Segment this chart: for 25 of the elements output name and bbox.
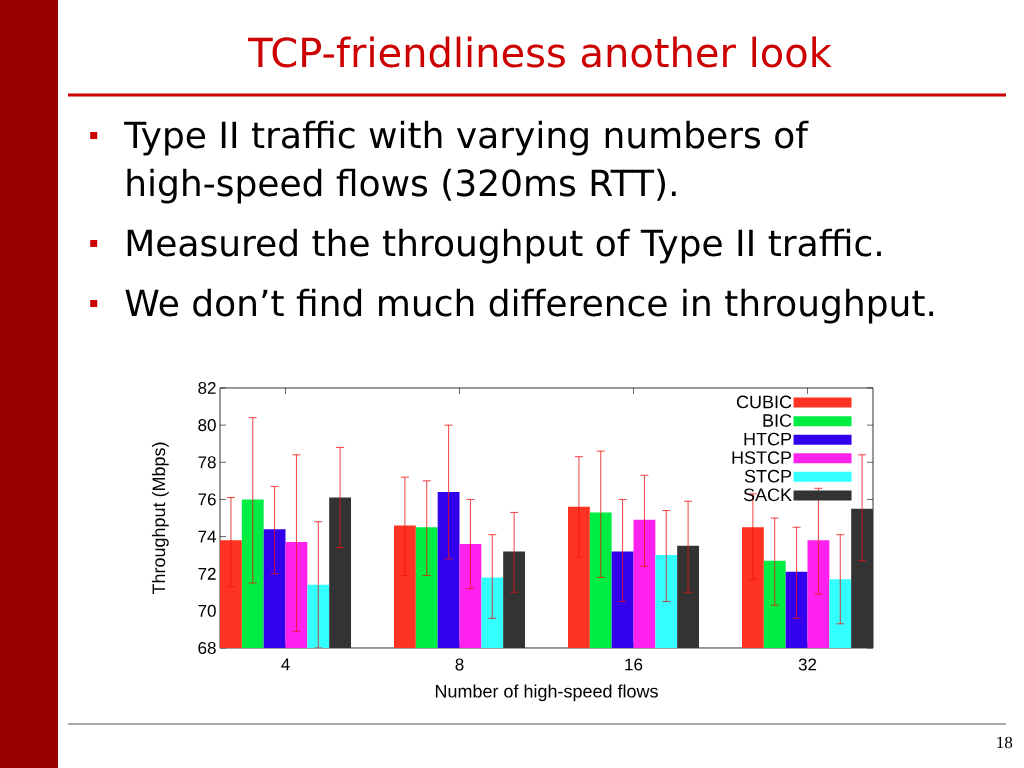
y-tick-label: 70 — [198, 604, 216, 617]
y-tick-label: 74 — [198, 530, 216, 543]
text: We don’t find much difference in throughput. — [125, 288, 934, 324]
y-tick-label: 82 — [198, 381, 216, 395]
text: Measured the throughput of Type II traffic. — [127, 228, 881, 264]
chart-title: TCP-friendliness another look — [248, 36, 832, 68]
y-tick-label: 78 — [198, 456, 216, 469]
legend-label: SACK — [743, 488, 792, 502]
y-tick-label: 80 — [198, 419, 216, 432]
legend-label: CUBIC — [736, 395, 792, 409]
x-tick-label: 32 — [798, 658, 817, 671]
x-tick-label: 8 — [455, 658, 464, 671]
legend-label: HTCP — [744, 432, 792, 446]
x-tick-label: 16 — [625, 658, 643, 671]
legend-label: BIC — [763, 414, 792, 427]
x-tick-label: 4 — [281, 658, 290, 671]
y-tick-label: 72 — [198, 567, 216, 580]
y-axis-title: Throughput (Mbps) — [151, 442, 169, 595]
y-tick-label: 68 — [198, 641, 216, 655]
text: Type II traffic with varying numbers of high-speed flows (320ms RTT). — [124, 120, 809, 204]
text: 18 — [997, 736, 1013, 749]
legend-label: STCP — [744, 469, 792, 483]
x-axis-title: Number of high-speed flows — [435, 684, 658, 702]
legend-label: HSTCP — [732, 451, 792, 464]
y-tick-label: 76 — [198, 493, 216, 506]
